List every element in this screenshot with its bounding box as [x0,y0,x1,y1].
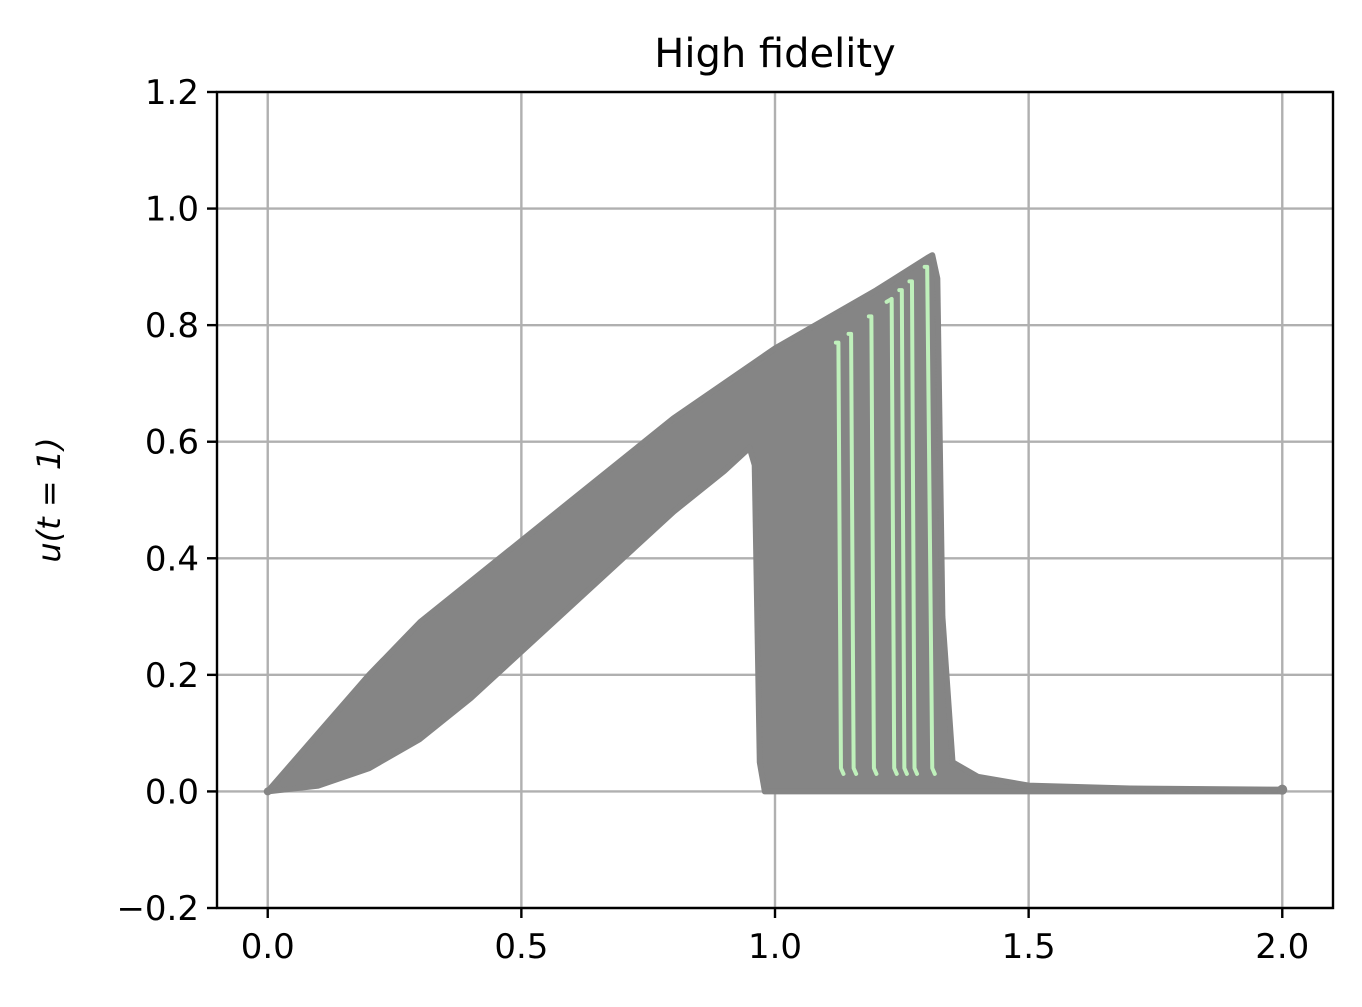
tick-labels: 0.0 0.5 1.0 1.5 2.0 −0.2 0.0 0.2 0.4 0.6 0.8 1.0 1.2 [116,73,1309,967]
plot-area [263,252,1288,796]
y-tick-label: 1.0 [145,190,199,230]
start-marker [263,787,272,796]
y-tick-label: 0.0 [145,772,199,812]
series-line-highlight-3 [866,314,879,776]
y-tick-label: 0.6 [145,423,199,463]
series-line-highlight-4 [884,296,899,776]
series-line-highlight-1 [833,340,846,776]
series-line-ensemble-lower-envelope [265,445,1285,794]
end-marker [1277,784,1288,795]
series-line-highlight-5 [897,288,909,776]
chart-title: High fidelity [654,31,895,77]
x-tick-label: 0.0 [241,927,295,967]
x-tick-label: 1.0 [748,927,802,967]
series-line-highlight-2 [846,331,859,776]
series-line-highlight-6 [907,279,920,776]
y-tick-label: 0.2 [145,656,199,696]
axes [207,90,1335,918]
y-tick-label: 0.8 [145,306,199,346]
y-tick-label: 0.4 [145,539,199,579]
y-tick-label: 1.2 [145,73,199,113]
series-line-ensemble-upper-envelope [265,252,1285,794]
x-tick-label: 0.5 [494,927,548,967]
x-tick-label: 2.0 [1255,927,1309,967]
series-line-highlight-7 [922,264,937,776]
x-tick-label: 1.5 [1002,927,1056,967]
y-axis-label: u(t = 1) [30,437,68,562]
y-tick-label: −0.2 [116,889,199,929]
